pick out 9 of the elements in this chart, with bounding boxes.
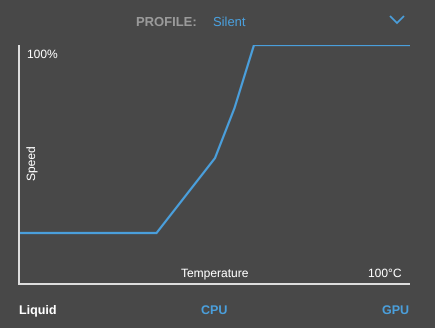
text: PROFILE:: [136, 14, 197, 29]
text: Liquid: [19, 303, 56, 317]
text: GPU: [382, 303, 410, 317]
text: CPU: [201, 303, 228, 317]
x-axis-title: Temperature: [181, 266, 249, 280]
text: Silent: [213, 14, 246, 29]
y-axis-title: Speed: [24, 146, 38, 181]
annotation: 100°C: [368, 266, 402, 280]
annotation: 100%: [27, 47, 58, 61]
